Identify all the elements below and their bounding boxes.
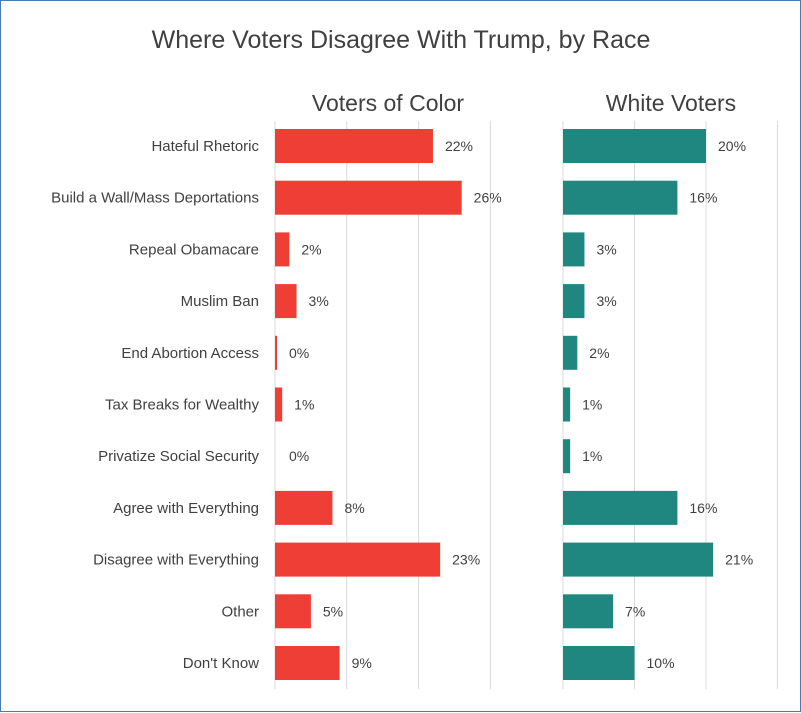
- data-label: 16%: [689, 500, 717, 516]
- panel-1: Voters of Color 22% 26% 2% 3% 0% 1% 0% 8% 23% 5% 9%: [275, 90, 502, 680]
- bar: [275, 232, 290, 267]
- bar: [275, 594, 311, 629]
- bar: [563, 180, 678, 215]
- data-label: 16%: [689, 190, 717, 206]
- bar: [563, 129, 706, 163]
- chart-title: Where Voters Disagree With Trump, by Rac…: [152, 26, 651, 54]
- data-label: 1%: [294, 397, 314, 413]
- bar: [275, 335, 277, 370]
- bar: [275, 284, 297, 319]
- data-label: 23%: [452, 552, 480, 568]
- bar: [275, 387, 283, 422]
- category-labels: Hateful Rhetoric Build a Wall/Mass Deport…: [51, 138, 259, 672]
- data-label: 8%: [344, 500, 364, 516]
- data-label: 3%: [309, 293, 329, 309]
- category-label: Build a Wall/Mass Deportations: [51, 190, 259, 207]
- category-label: End Abortion Access: [121, 345, 259, 362]
- bar: [563, 490, 678, 525]
- data-label: 21%: [725, 552, 753, 568]
- panel-title: White Voters: [606, 90, 736, 116]
- data-label: 3%: [596, 241, 616, 257]
- category-label: Hateful Rhetoric: [151, 138, 259, 155]
- data-label: 0%: [289, 448, 309, 464]
- data-label: 22%: [445, 138, 473, 154]
- data-label: 20%: [718, 138, 746, 154]
- chart-panels: Voters of Color 22% 26% 2% 3% 0% 1% 0% 8% 23% 5% 9%…: [275, 90, 753, 680]
- category-label: Tax Breaks for Wealthy: [105, 397, 259, 414]
- bar: [563, 542, 714, 577]
- data-label: 9%: [352, 655, 372, 671]
- category-label: Don't Know: [183, 655, 259, 672]
- data-label: 0%: [289, 345, 309, 361]
- data-label: 10%: [647, 655, 675, 671]
- bar: [563, 387, 571, 422]
- category-label: Disagree with Everything: [93, 552, 259, 569]
- category-label: Repeal Obamacare: [129, 241, 259, 258]
- bar: [275, 646, 340, 680]
- bar: [275, 129, 433, 163]
- data-label: 2%: [301, 241, 321, 257]
- category-label: Agree with Everything: [113, 500, 259, 517]
- category-label: Privatize Social Security: [98, 448, 259, 465]
- category-label: Other: [221, 603, 259, 620]
- bar: [275, 542, 441, 577]
- bar: [563, 335, 578, 370]
- data-label: 5%: [323, 603, 343, 619]
- panel-2: White Voters 20% 16% 3% 3% 2% 1% 1% 16% 21% 7% 10%: [563, 90, 753, 680]
- data-label: 26%: [474, 190, 502, 206]
- bar: [563, 284, 585, 319]
- bar: [563, 439, 571, 474]
- bar: [275, 180, 462, 215]
- data-label: 2%: [589, 345, 609, 361]
- category-label: Muslim Ban: [181, 293, 259, 310]
- data-label: 1%: [582, 448, 602, 464]
- bar: [563, 232, 585, 267]
- data-label: 3%: [596, 293, 616, 309]
- bar: [275, 490, 333, 525]
- bar: [563, 646, 635, 680]
- bar: [563, 594, 614, 629]
- data-label: 1%: [582, 397, 602, 413]
- panel-title: Voters of Color: [312, 90, 464, 116]
- data-label: 7%: [625, 603, 645, 619]
